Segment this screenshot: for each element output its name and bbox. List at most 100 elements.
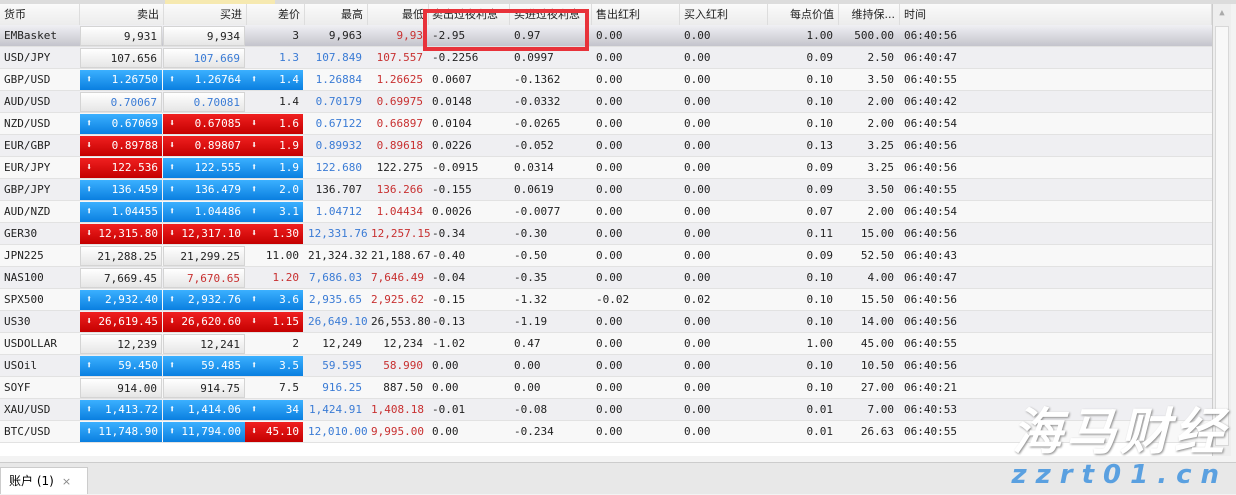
scroll-up-icon[interactable]: ▲ [1219,8,1225,18]
sell-cell[interactable]: ⬇ 0.89788 [80,136,162,156]
cell-value: 0.00 [596,95,623,108]
table-row[interactable]: GER30 ⬇ 12,315.80 ⬇ 12,317.10 ⬇ 1.30 12,331.76 1… [0,223,1212,245]
buy-cell[interactable]: ⬆ 136.479 [163,180,245,200]
sell-cell[interactable]: ⬆ 1,413.72 [80,400,162,420]
sell-cell[interactable]: ⬆ 136.459 [80,180,162,200]
scroll-thumb[interactable] [1215,26,1229,446]
column-header[interactable]: 最高 [304,4,368,25]
buy-cell[interactable]: 107.669 [163,48,245,68]
buy-cell[interactable]: ⬆ 1.26764 [163,70,245,90]
vertical-scrollbar[interactable]: ▲ [1213,4,1231,456]
cell-value: 2,935.65 [309,293,362,306]
column-header[interactable]: 差价 [245,4,305,25]
point-value-cell: 0.09 [767,48,837,68]
sell-cell[interactable]: 7,669.45 [80,268,162,288]
arrow-up-icon: ⬆ [251,184,258,195]
column-header[interactable]: 买进过夜利息 [510,4,592,25]
table-row[interactable]: SOYF 914.00 914.75 7.5 916.25 887.50 0.00 0.00 0… [0,377,1212,399]
column-header[interactable]: 每点价值 [767,4,839,25]
column-header[interactable]: 最低 [367,4,429,25]
column-header[interactable]: 时间 [900,4,1212,25]
sell-cell[interactable]: 914.00 [80,378,162,398]
sell-cell[interactable]: ⬇ 12,315.80 [80,224,162,244]
column-header[interactable]: 买入红利 [680,4,768,25]
sell-dividend-cell: 0.00 [592,268,678,288]
table-row[interactable]: NZD/USD ⬆ 0.67069 ⬇ 0.67085 ⬇ 1.6 0.67122 0.6689… [0,113,1212,135]
arrow-down-icon: ⬇ [251,140,258,151]
table-row[interactable]: USOil ⬆ 59.450 ⬆ 59.485 ⬆ 3.5 59.595 58.990 0.00 0… [0,355,1212,377]
table-row[interactable]: EUR/GBP ⬇ 0.89788 ⬇ 0.89807 ⬇ 1.9 0.89932 0.8961… [0,135,1212,157]
cell-value: 0.00 [596,51,623,64]
sell-cell[interactable]: 9,931 [80,26,162,46]
table-row[interactable]: AUD/NZD ⬆ 1.04455 ⬆ 1.04486 ⬆ 3.1 1.04712 1.0443… [0,201,1212,223]
low-cell: 2,925.62 [367,290,427,310]
table-row[interactable]: EMBasket 9,931 9,934 3 9,963 9,93 -2.95 0.97 0.0… [0,25,1212,47]
sell-cell[interactable]: ⬆ 1.04455 [80,202,162,222]
buy-cell[interactable]: ⬆ 11,794.00 [163,422,245,442]
buy-cell[interactable]: 7,670.65 [163,268,245,288]
column-header[interactable]: 维持保... [838,4,900,25]
column-header[interactable]: 卖出 [80,4,164,25]
spread-cell: ⬆ 34 [245,400,303,420]
sell-cell[interactable]: ⬆ 11,748.90 [80,422,162,442]
sell-cell[interactable]: 12,239 [80,334,162,354]
table-row[interactable]: GBP/JPY ⬆ 136.459 ⬆ 136.479 ⬆ 2.0 136.707 136.26… [0,179,1212,201]
column-header[interactable]: 买进 [163,4,247,25]
buy-cell[interactable]: 9,934 [163,26,245,46]
table-row[interactable]: EUR/JPY ⬇ 122.536 ⬆ 122.555 ⬆ 1.9 122.680 122.27… [0,157,1212,179]
cell-value: 0.00 [596,29,623,42]
arrow-up-icon: ⬆ [169,360,176,371]
top-tab-strip [0,0,1236,4]
table-row[interactable]: US30 ⬇ 26,619.45 ⬇ 26,620.60 ⬇ 1.15 26,649.10 26… [0,311,1212,333]
table-row[interactable]: JPN225 21,288.25 21,299.25 11.00 21,324.32 21… [0,245,1212,267]
column-header[interactable]: 售出红利 [592,4,680,25]
table-row[interactable]: AUD/USD 0.70067 0.70081 1.4 0.70179 0.69975 0.… [0,91,1212,113]
table-row[interactable]: NAS100 7,669.45 7,670.65 1.20 7,686.03 7,646.… [0,267,1212,289]
sell-cell[interactable]: ⬇ 26,619.45 [80,312,162,332]
cell-value: 0.00 [684,117,711,130]
sell-cell[interactable]: ⬆ 0.67069 [80,114,162,134]
buy-cell[interactable]: 21,299.25 [163,246,245,266]
close-icon[interactable]: × [61,475,72,488]
cell-value: 7,669.45 [104,272,157,285]
sell-cell[interactable]: ⬆ 2,932.40 [80,290,162,310]
cell-value: 107.656 [110,52,157,65]
cell-value: 0.00 [596,161,623,174]
buy-cell[interactable]: 914.75 [163,378,245,398]
buy-cell[interactable]: ⬇ 12,317.10 [163,224,245,244]
table-row[interactable]: USDOLLAR 12,239 12,241 2 12,249 12,234 -1.02 0.… [0,333,1212,355]
arrow-down-icon: ⬇ [86,140,93,151]
column-header[interactable]: 卖出过夜利息 [428,4,510,25]
cell-value: 0.47 [514,337,541,350]
tab-account[interactable]: 账户 (1) × [0,467,88,494]
spread-cell: 2 [245,334,303,354]
sell-cell[interactable]: ⬇ 122.536 [80,158,162,178]
buy-cell[interactable]: 0.70081 [163,92,245,112]
buy-cell[interactable]: ⬇ 0.89807 [163,136,245,156]
cell-value: -0.155 [432,183,472,196]
sell-cell[interactable]: 0.70067 [80,92,162,112]
column-header[interactable]: 货币 [0,4,80,25]
table-row[interactable]: USD/JPY 107.656 107.669 1.3 107.849 107.557 -0… [0,47,1212,69]
cell-value: -0.234 [514,425,554,438]
table-row[interactable]: GBP/USD ⬆ 1.26750 ⬆ 1.26764 ⬆ 1.4 1.26884 1.2662… [0,69,1212,91]
buy-cell[interactable]: 12,241 [163,334,245,354]
buy-cell[interactable]: ⬇ 26,620.60 [163,312,245,332]
buy-cell[interactable]: ⬆ 122.555 [163,158,245,178]
table-row[interactable]: BTC/USD ⬆ 11,748.90 ⬆ 11,794.00 ⬇ 45.10 12,010.… [0,421,1212,443]
buy-cell[interactable]: ⬇ 0.67085 [163,114,245,134]
sell-dividend-cell: 0.00 [592,334,678,354]
sell-cell[interactable]: ⬆ 59.450 [80,356,162,376]
symbol-cell: US30 [0,312,78,332]
table-row[interactable]: XAU/USD ⬆ 1,413.72 ⬆ 1,414.06 ⬆ 34 1,424.91 1,40… [0,399,1212,421]
table-row[interactable]: SPX500 ⬆ 2,932.40 ⬆ 2,932.76 ⬆ 3.6 2,935.65 2,92… [0,289,1212,311]
buy-cell[interactable]: ⬆ 1.04486 [163,202,245,222]
sell-cell[interactable]: 107.656 [80,48,162,68]
high-cell: 1,424.91 [304,400,366,420]
sell-cell[interactable]: 21,288.25 [80,246,162,266]
sell-cell[interactable]: ⬆ 1.26750 [80,70,162,90]
buy-cell[interactable]: ⬆ 2,932.76 [163,290,245,310]
time-cell: 06:40:56 [900,356,960,376]
buy-cell[interactable]: ⬆ 1,414.06 [163,400,245,420]
buy-cell[interactable]: ⬆ 59.485 [163,356,245,376]
